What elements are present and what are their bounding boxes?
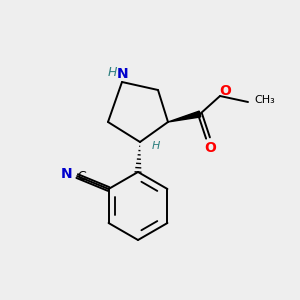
Text: CH₃: CH₃ xyxy=(254,95,275,105)
Polygon shape xyxy=(168,111,201,122)
Text: N: N xyxy=(117,67,129,81)
Text: C: C xyxy=(77,169,86,183)
Text: H: H xyxy=(152,141,160,151)
Text: O: O xyxy=(219,84,231,98)
Text: H: H xyxy=(107,65,117,79)
Text: N: N xyxy=(61,167,72,181)
Text: O: O xyxy=(204,141,216,155)
